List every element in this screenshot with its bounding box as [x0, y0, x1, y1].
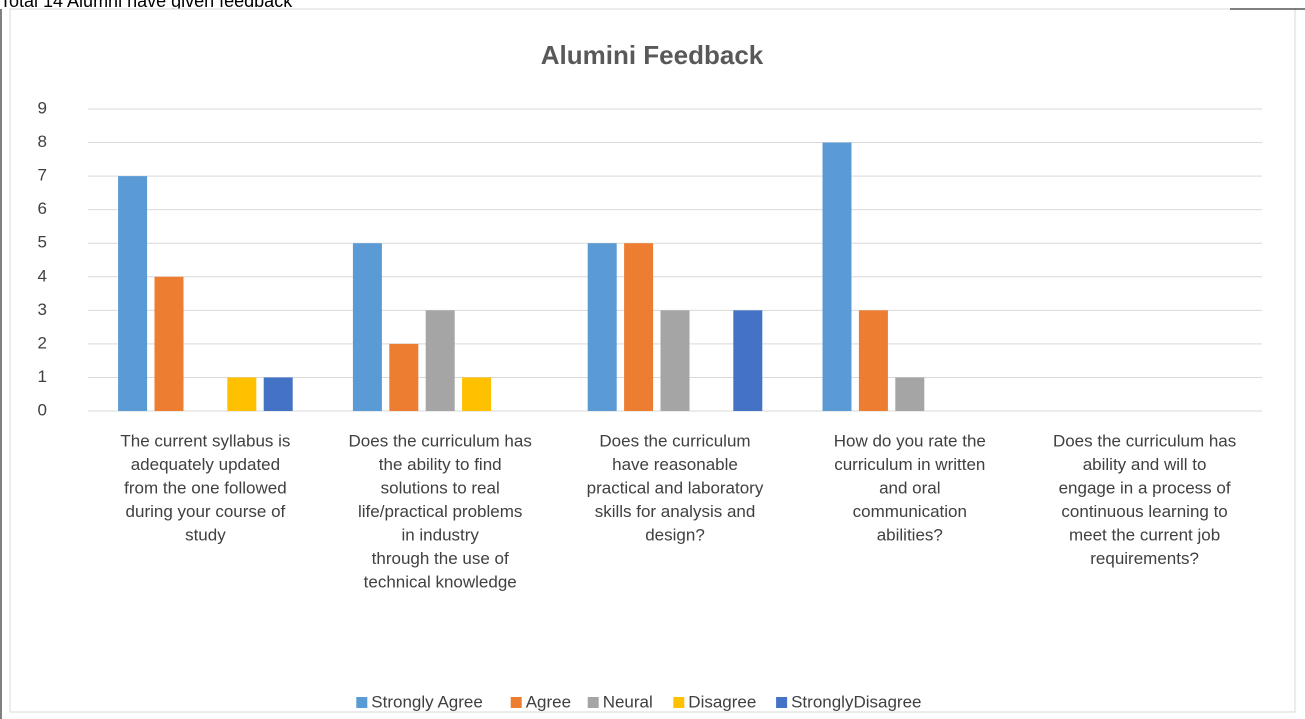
chart-title: Alumini Feedback — [541, 40, 764, 70]
legend-swatch — [356, 697, 368, 708]
bar — [425, 310, 455, 411]
bar — [587, 243, 617, 411]
bar — [118, 176, 148, 411]
legend-label: Neural — [603, 692, 653, 711]
x-tick-label: practical and laboratory — [587, 478, 764, 497]
bar — [733, 310, 763, 411]
x-tick-label: during your course of — [126, 502, 286, 521]
x-tick-label: requirements? — [1090, 549, 1199, 568]
bar — [660, 310, 690, 411]
x-tick-label: engage in a process of — [1059, 478, 1231, 497]
legend-label: Agree — [526, 692, 571, 711]
x-tick-label: adequately updated — [131, 455, 280, 474]
caption: Total 14 Alumni have given feedback — [0, 0, 293, 11]
y-tick-label: 7 — [38, 166, 47, 185]
bar — [389, 343, 419, 411]
bar — [227, 377, 257, 411]
x-tick-label: from the one followed — [124, 478, 287, 497]
y-tick-label: 2 — [38, 333, 47, 352]
x-tick-label: through the use of — [372, 549, 509, 568]
bar — [263, 377, 293, 411]
bar — [624, 243, 654, 411]
legend-swatch — [673, 697, 685, 708]
x-tick-label: the ability to find — [379, 455, 502, 474]
legend-swatch — [776, 697, 788, 708]
x-tick-label: communication — [853, 502, 967, 521]
x-tick-label: The current syllabus is — [120, 431, 290, 450]
y-tick-label: 5 — [38, 233, 47, 252]
y-tick-label: 4 — [38, 266, 47, 285]
y-tick-label: 1 — [38, 367, 47, 386]
legend-label: Disagree — [688, 692, 756, 711]
x-tick-label: study — [185, 525, 226, 544]
x-tick-label: design? — [645, 525, 705, 544]
x-tick-label: ability and will to — [1083, 455, 1207, 474]
x-tick-label: abilities? — [877, 525, 943, 544]
x-tick-label: life/practical problems — [358, 502, 522, 521]
bar — [352, 243, 382, 411]
x-tick-label: How do you rate the — [834, 431, 986, 450]
x-tick-label: continuous learning to — [1061, 502, 1227, 521]
x-tick-label: solutions to real — [381, 478, 500, 497]
bar — [895, 377, 925, 411]
legend-swatch — [510, 697, 522, 708]
x-tick-label: technical knowledge — [364, 572, 517, 591]
y-tick-label: 8 — [38, 132, 47, 151]
x-tick-label: meet the current job — [1069, 525, 1220, 544]
bar — [154, 276, 184, 411]
bar — [462, 377, 492, 411]
x-tick-label: and oral — [879, 478, 940, 497]
y-tick-label: 9 — [38, 98, 47, 117]
x-tick-label: skills for analysis and — [595, 502, 756, 521]
x-tick-label: curriculum in written — [834, 455, 985, 474]
x-tick-label: Does the curriculum — [599, 431, 750, 450]
y-tick-label: 0 — [38, 400, 47, 419]
legend-label: Strongly Agree — [371, 692, 483, 711]
x-tick-label: in industry — [401, 525, 479, 544]
x-tick-label: Does the curriculum has — [1053, 431, 1236, 450]
y-tick-label: 6 — [38, 199, 47, 218]
bar — [858, 310, 888, 411]
bar — [822, 142, 852, 412]
x-tick-label: have reasonable — [612, 455, 738, 474]
x-tick-label: Does the curriculum has — [349, 431, 532, 450]
legend-swatch — [587, 697, 599, 708]
legend-label: StronglyDisagree — [791, 692, 921, 711]
y-tick-label: 3 — [38, 300, 47, 319]
